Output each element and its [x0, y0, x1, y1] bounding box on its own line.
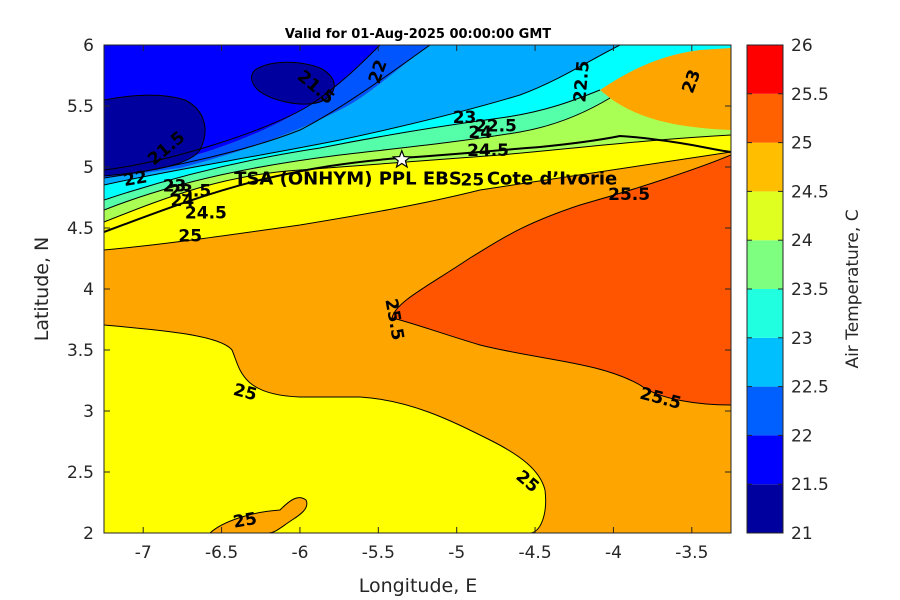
contour-25-patch [209, 497, 308, 533]
site-country-label: Cote d’Ivorie [487, 169, 617, 190]
coastline [104, 134, 731, 233]
y-tick-label: 5 [83, 158, 94, 178]
colorbar-swatch [747, 93, 783, 143]
x-tick-label: -6.5 [205, 543, 238, 563]
contour-21.5-north [251, 61, 335, 105]
y-tick-label: 4.5 [67, 219, 94, 239]
y-axis-ticks: 22.533.544.555.56 [67, 36, 731, 544]
y-tick-label: 2.5 [67, 463, 94, 483]
x-tick-label: -6 [291, 543, 308, 563]
band-24.5-25-south [104, 325, 546, 533]
colorbar-tick-label: 26 [791, 36, 813, 56]
colorbar-swatch [747, 45, 783, 94]
band-25-25.5-patch [210, 497, 307, 533]
band-24-24.5 [104, 98, 731, 222]
site-name-label: TSA (ONHYM) PPL EBS [234, 169, 462, 190]
x-axis-ticks: -7 -6.5 -6 -5.5 -5 -4.5 -4 -3.5 [135, 45, 708, 563]
colorbar-swatch [747, 435, 783, 485]
colorbar-swatch [747, 386, 783, 436]
band-23.5-24 [104, 90, 610, 210]
x-tick-label: -4 [605, 543, 622, 563]
contour-label: 22.5 [570, 60, 594, 104]
contour-23.5 [104, 89, 601, 201]
colorbar-tick-label: 25 [791, 134, 813, 154]
band-21-21.5-north [251, 62, 335, 105]
band-22-22.5 [104, 45, 430, 178]
contour-label: 22.5 [475, 117, 517, 137]
contour-23 [104, 45, 621, 186]
band-24.5-25-north [104, 135, 731, 250]
band-22.5-23 [104, 45, 620, 185]
contour-22 [104, 45, 381, 171]
site-star-icon [391, 149, 413, 169]
contour-label: 25.5 [608, 185, 650, 205]
y-tick-label: 5.5 [67, 97, 94, 117]
contour-25.5 [391, 154, 731, 406]
x-tick-label: -5.5 [362, 543, 395, 563]
colorbar-tick-label: 23 [791, 329, 813, 349]
y-axis-label: Latitude, N [31, 237, 53, 342]
chart-title: Valid for 01-Aug-2025 00:00:00 GMT [285, 27, 551, 42]
y-tick-label: 3 [83, 402, 94, 422]
colorbar-swatch [747, 337, 783, 387]
colorbar-tick-label: 22 [791, 426, 813, 446]
contour-label: 25 [461, 170, 485, 190]
y-tick-label: 2 [83, 524, 94, 544]
colorbar-swatch [747, 240, 783, 289]
colorbar-swatch [747, 191, 783, 241]
colorbar-tick-label: 22.5 [791, 378, 829, 398]
contour-25-north [104, 151, 731, 251]
contour-label: 24 [468, 123, 492, 143]
contour-label: 22 [122, 167, 149, 191]
colorbar-swatch [747, 289, 783, 338]
y-tick-label: 6 [83, 36, 94, 56]
colorbar-tick-label: 21 [791, 524, 813, 544]
x-tick-label: -3.5 [675, 543, 708, 563]
x-tick-label: -5 [448, 543, 465, 563]
band-25.5-26 [392, 155, 731, 405]
colorbar-label: Air Temperature, C [843, 209, 863, 368]
contour-label: 24.5 [467, 141, 509, 161]
contour-label: 24 [171, 191, 195, 211]
x-tick-label: -7 [135, 543, 152, 563]
x-tick-label: -4.5 [518, 543, 551, 563]
colorbar-tick-label: 24.5 [791, 182, 829, 202]
contour-25-south [104, 324, 547, 533]
contour-label: 25 [178, 227, 202, 247]
colorbar-tick-label: 25.5 [791, 85, 829, 105]
contour-label: 23 [163, 177, 187, 197]
contour-label: 23.5 [169, 181, 211, 201]
colorbar-swatch [747, 484, 783, 533]
colorbar-tick-label: 24 [791, 231, 813, 251]
colorbar-tick-label: 23.5 [791, 280, 829, 300]
contour-label: 24.5 [185, 203, 227, 223]
contour-21.5-west [104, 94, 206, 177]
colorbar-swatch [747, 142, 783, 192]
y-tick-label: 3.5 [67, 341, 94, 361]
colorbar-tick-label: 21.5 [791, 475, 829, 495]
y-tick-label: 4 [83, 280, 94, 300]
contour-24 [104, 97, 611, 211]
band-21-21.5-west [104, 95, 205, 176]
contour-label: 25 [232, 509, 259, 533]
colorbar: 21 21.5 22 22.5 23 23.5 24 24.5 25 25.5 26 [746, 36, 829, 544]
x-axis-label: Longitude, E [359, 575, 478, 597]
contour-label: 23 [453, 108, 477, 128]
